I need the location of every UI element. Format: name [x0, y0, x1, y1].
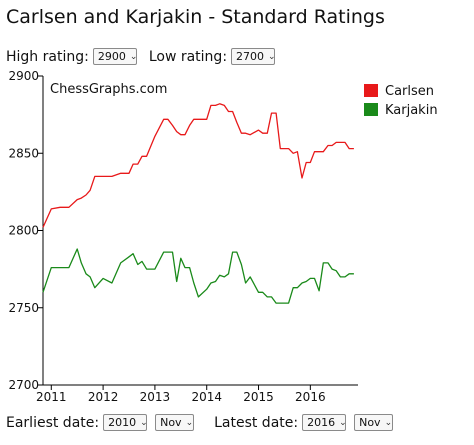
- high-rating-label: High rating:: [6, 48, 89, 65]
- legend-swatch-karjakin: [364, 103, 378, 116]
- chevron-down-icon: ⌄: [339, 417, 347, 428]
- latest-year-value: 2016: [307, 416, 336, 429]
- latest-year-select[interactable]: 2016 ⌄: [302, 414, 347, 431]
- y-tick-label: 2850: [8, 146, 39, 160]
- earliest-year-select[interactable]: 2010 ⌄: [103, 414, 148, 431]
- low-rating-select[interactable]: 2700 ⌄: [231, 48, 276, 65]
- x-tick-label: 2011: [36, 390, 67, 404]
- y-tick-label: 2750: [8, 301, 39, 315]
- earliest-month-value: Nov: [160, 416, 182, 429]
- series-line-carlsen: [42, 103, 354, 228]
- high-rating-select[interactable]: 2900 ⌄: [92, 48, 138, 65]
- chevron-down-icon: ⌄: [268, 51, 276, 62]
- series-line-karjakin: [42, 248, 354, 304]
- x-tick-label: 2015: [243, 390, 274, 404]
- chevron-down-icon: ⌄: [129, 51, 138, 62]
- legend-label-karjakin: Karjakin: [385, 103, 438, 118]
- high-rating-value: 2900: [97, 50, 126, 63]
- x-tick-label: 2016: [295, 390, 326, 404]
- y-tick-label: 2900: [8, 69, 39, 83]
- legend-label-carlsen: Carlsen: [385, 84, 434, 99]
- date-controls: Earliest date: 2010 ⌄ Nov ⌄ Latest date:…: [6, 414, 413, 431]
- watermark-text: ChessGraphs.com: [50, 82, 167, 97]
- chart-axes: 2700 2750 2800 2850 2900 2011 2012 2013 2014 2015…: [8, 69, 358, 404]
- chart-series: [42, 103, 354, 304]
- latest-month-select[interactable]: Nov ⌄: [354, 414, 394, 431]
- x-tick-label: 2013: [140, 390, 171, 404]
- rating-controls: High rating: 2900 ⌄ Low rating: 2700 ⌄: [6, 48, 287, 65]
- chevron-down-icon: ⌄: [185, 417, 194, 428]
- earliest-month-select[interactable]: Nov ⌄: [155, 414, 195, 431]
- chart-legend: Carlsen Karjakin: [364, 84, 438, 118]
- chevron-down-icon: ⌄: [384, 417, 393, 428]
- chevron-down-icon: ⌄: [140, 417, 148, 428]
- chart-title: Carlsen and Karjakin - Standard Ratings: [6, 6, 385, 28]
- legend-swatch-carlsen: [364, 84, 378, 97]
- low-rating-label: Low rating:: [148, 48, 228, 65]
- y-tick-label: 2700: [8, 378, 39, 392]
- low-rating-value: 2700: [236, 50, 265, 63]
- earliest-year-value: 2010: [108, 416, 137, 429]
- x-tick-label: 2014: [191, 390, 222, 404]
- x-tick-label: 2012: [88, 390, 119, 404]
- y-tick-label: 2800: [8, 224, 39, 238]
- latest-month-value: Nov: [359, 416, 381, 429]
- latest-date-label: Latest date:: [214, 414, 299, 431]
- earliest-date-label: Earliest date:: [6, 414, 100, 431]
